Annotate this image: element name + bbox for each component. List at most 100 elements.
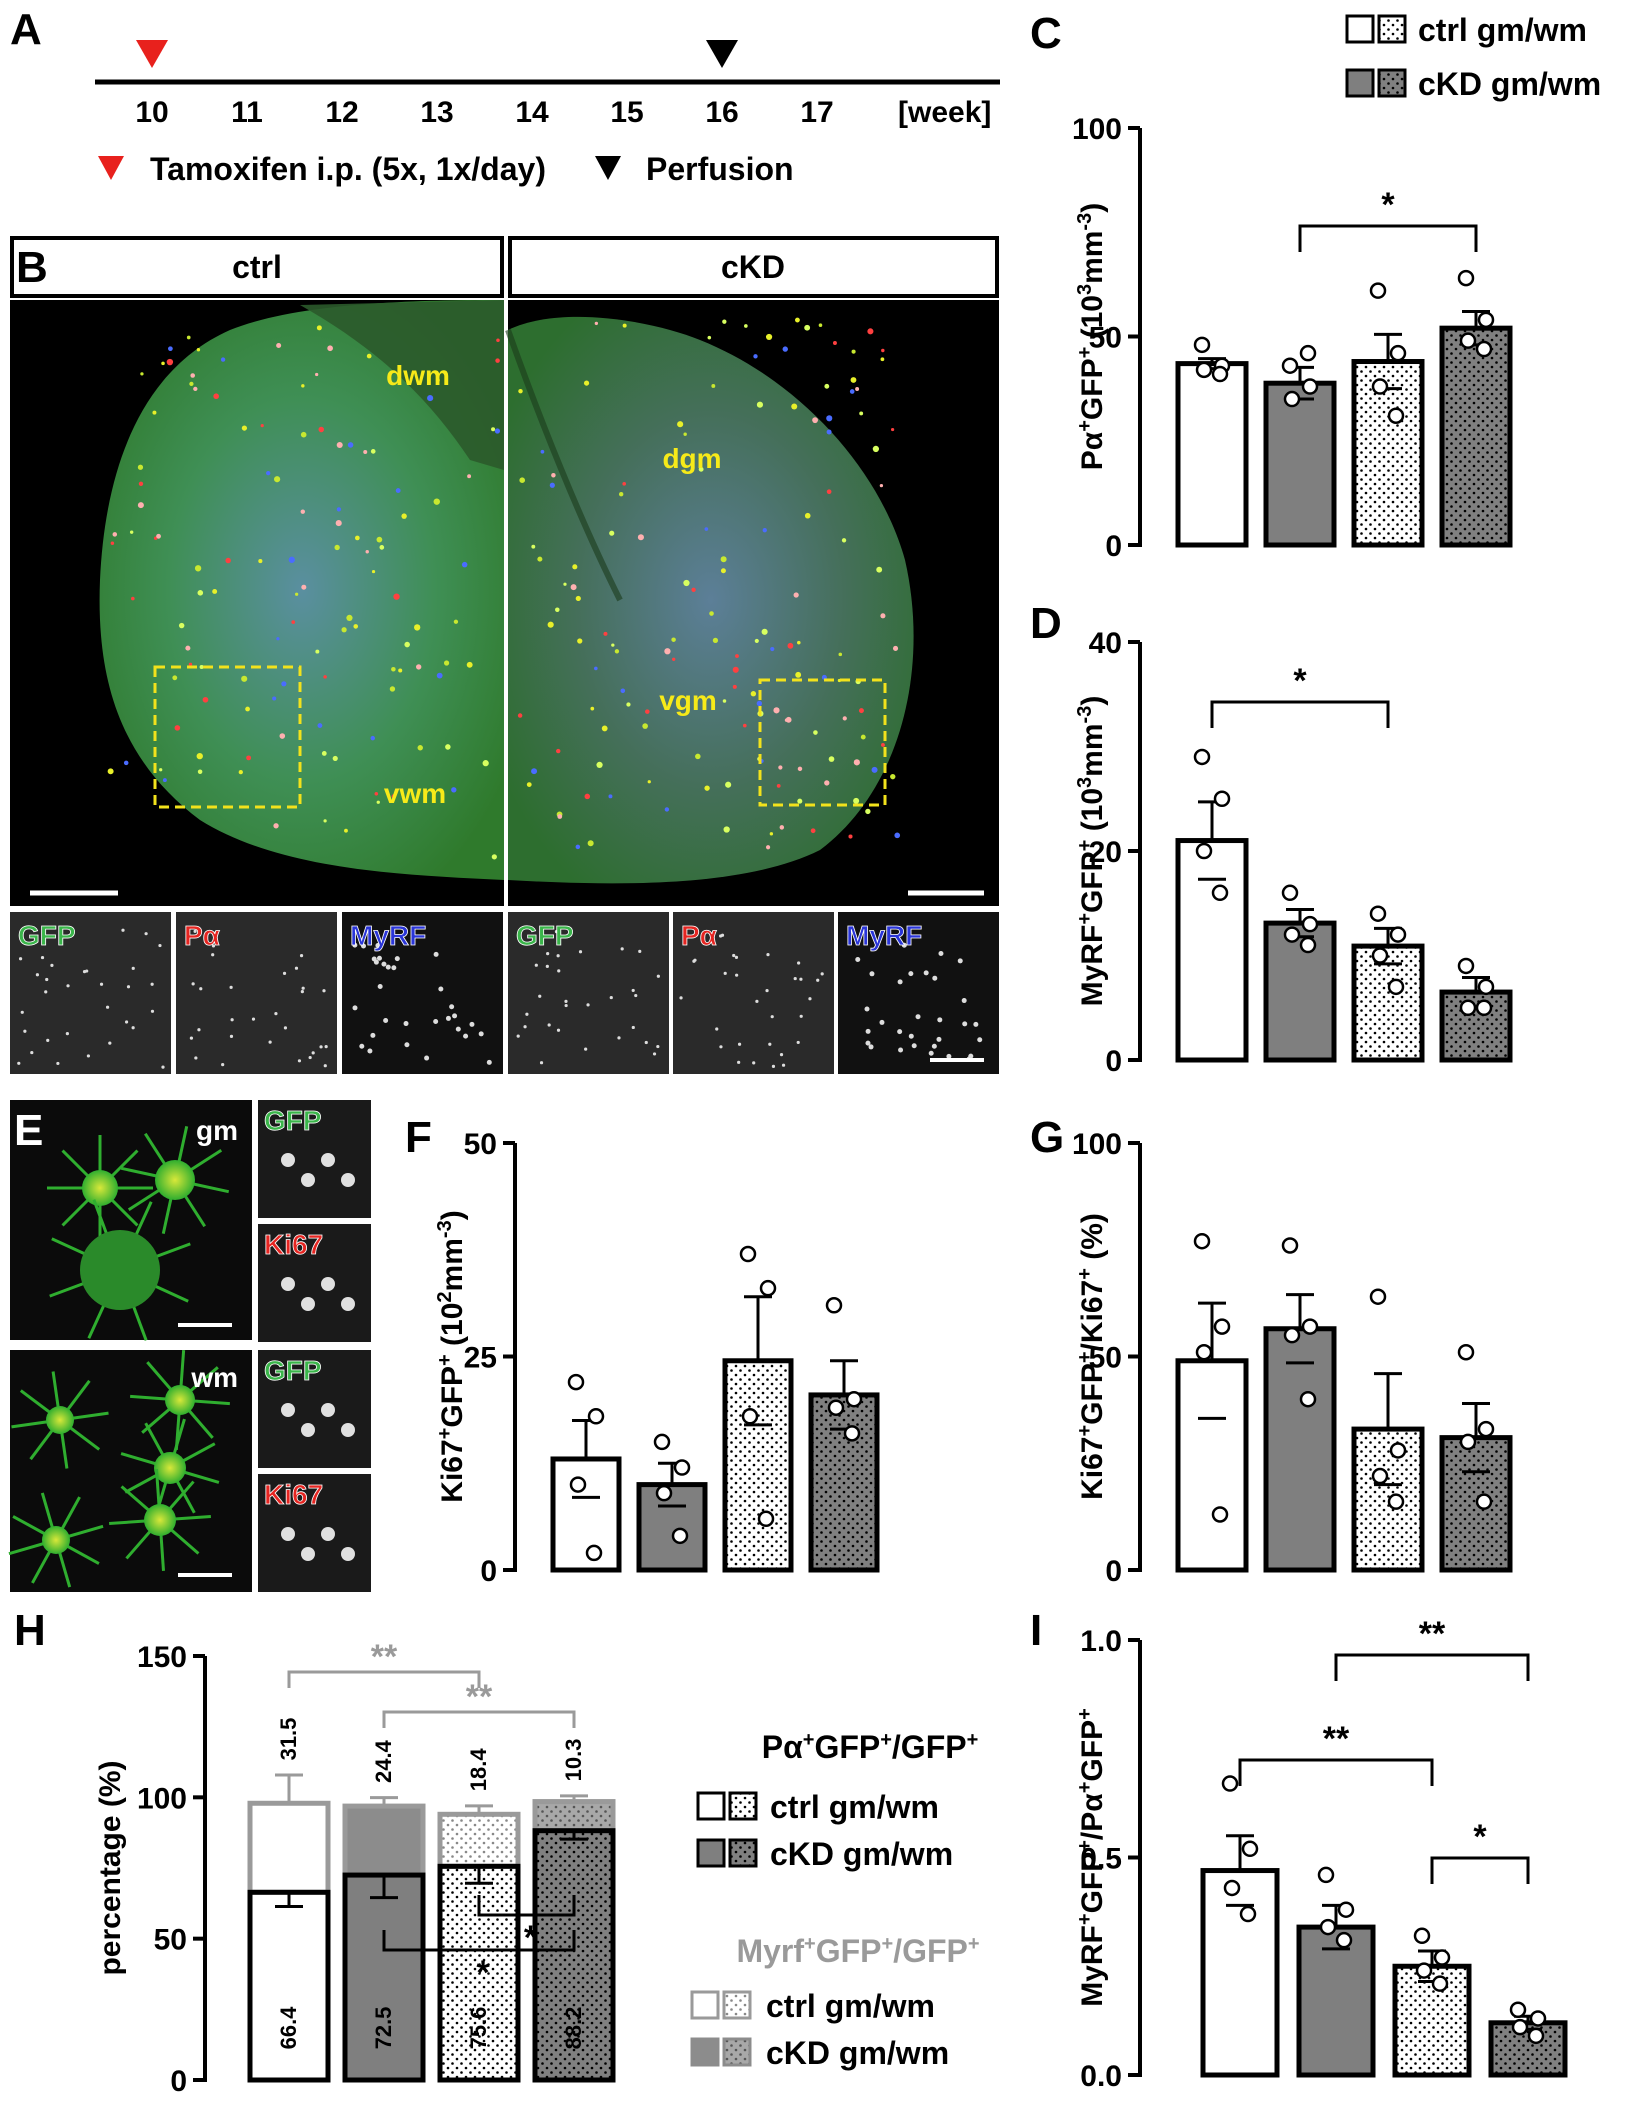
ckd-cord-section (508, 316, 914, 884)
cell-dot (547, 621, 554, 628)
channel-dot (23, 1029, 27, 1033)
y-tick-label: 50 (464, 1128, 497, 1161)
label-part: + (1074, 1708, 1096, 1720)
data-point (671, 1527, 689, 1545)
label-part: + (1074, 840, 1096, 852)
channel-dot (679, 996, 683, 1000)
channel-label: Pα (681, 920, 717, 951)
channel-dot (30, 1050, 34, 1055)
channel-label: Pα (184, 920, 220, 951)
y-axis-label: MyRF+GFP+ (103mm-3) (1074, 696, 1109, 1007)
channel-dot (424, 1055, 430, 1061)
data-point (1193, 336, 1211, 354)
data-point (1475, 340, 1493, 358)
channel-dot (720, 933, 725, 937)
cell-dot (467, 474, 472, 479)
channel-image (10, 912, 171, 1074)
channel-dot (150, 1009, 155, 1013)
y-tick-label: 0 (170, 2065, 187, 2098)
data-point (1239, 1905, 1257, 1923)
sig-bracket (1238, 1758, 1434, 1786)
channel-label: GFP (264, 1105, 322, 1136)
ctrl-dorsal-wm (300, 300, 504, 470)
channel-dot (373, 959, 379, 965)
channel-image (258, 1474, 371, 1592)
channel-dot (65, 1032, 69, 1036)
cell-dot (295, 592, 299, 596)
cell-dot (279, 733, 286, 739)
cell-dot (526, 782, 532, 788)
channel-dot (56, 1061, 60, 1066)
panel-a: A 10 11 12 13 14 15 16 17 [week] Tamoxifen i.p.… (10, 5, 1000, 187)
channel-dot (360, 943, 366, 949)
region-label-vgm: vgm (659, 685, 717, 716)
channel-dot (274, 1012, 278, 1016)
bar (1200, 1868, 1280, 2078)
panel-label-g: G (1030, 1113, 1064, 1162)
channel-dot (973, 1021, 979, 1027)
channel-dot (609, 995, 613, 1000)
cell-dot (779, 825, 785, 830)
label-part: (10 (436, 1303, 469, 1355)
channel-dot (799, 977, 803, 981)
channel-dot (375, 943, 381, 949)
data-point (1301, 915, 1319, 933)
channel-dot (281, 1277, 295, 1291)
cell-body (155, 1160, 195, 1200)
legend-ctrl: ctrl gm/wm (1418, 12, 1587, 48)
y-tick-label: 50 (1089, 1342, 1122, 1375)
channel-dot (321, 1527, 335, 1541)
channel-dot (957, 958, 963, 964)
cell-dot (671, 637, 676, 642)
legend-h-swatch-ckd-gm (696, 1838, 726, 1868)
cell-dot (881, 348, 885, 353)
channel-dot (294, 966, 299, 970)
channel-dot (394, 956, 400, 962)
sig-label: * (1293, 662, 1307, 700)
channel-dot (961, 998, 967, 1004)
cell-dot (213, 393, 219, 400)
data-point (1457, 269, 1475, 287)
legend-title-part: GFP (814, 1729, 880, 1765)
cell-dot (315, 372, 319, 377)
channel-dot (311, 1051, 315, 1055)
channel-dot (144, 932, 148, 936)
data-point (843, 1425, 861, 1442)
label-part: + (434, 1354, 456, 1366)
cell-dot (549, 482, 555, 488)
channel-dot (438, 986, 444, 992)
cell-dot (496, 338, 500, 342)
cell-dot (812, 417, 818, 424)
channel-dot (962, 1021, 968, 1027)
channel-dot (281, 1403, 295, 1417)
channel-dot (367, 1048, 373, 1054)
cell-dot (754, 638, 759, 643)
cell-dot (557, 814, 563, 819)
channel-dot (469, 1021, 475, 1027)
channel-dot (546, 951, 550, 956)
data-point (1369, 282, 1387, 299)
channel-dot (131, 1026, 135, 1030)
channel-dot (193, 929, 197, 933)
channel-label: GFP (516, 920, 574, 951)
cell-dot (695, 753, 701, 760)
channel-dot (968, 1053, 974, 1059)
week-tick-label: 11 (231, 96, 263, 129)
channel-dot (281, 1527, 295, 1541)
cell-dot (168, 346, 173, 352)
channel-dot (737, 1042, 742, 1046)
channel-dot (897, 979, 903, 985)
cell-dot (273, 823, 279, 829)
cell-dot (720, 568, 726, 574)
legend-title-part: /GFP (893, 1933, 968, 1969)
channel-dot (221, 1063, 225, 1067)
cell-dot (707, 335, 712, 340)
legend-h: Pα+GFP+/GFP+ ctrl gm/wm cKD gm/wm Myrf+G… (690, 1729, 980, 2071)
channel-dot (18, 957, 23, 961)
cell-dot (178, 622, 185, 629)
cell-dot (594, 321, 599, 326)
channel-dot (229, 1034, 234, 1038)
data-point (655, 1484, 673, 1502)
sig-label: * (1381, 186, 1395, 224)
